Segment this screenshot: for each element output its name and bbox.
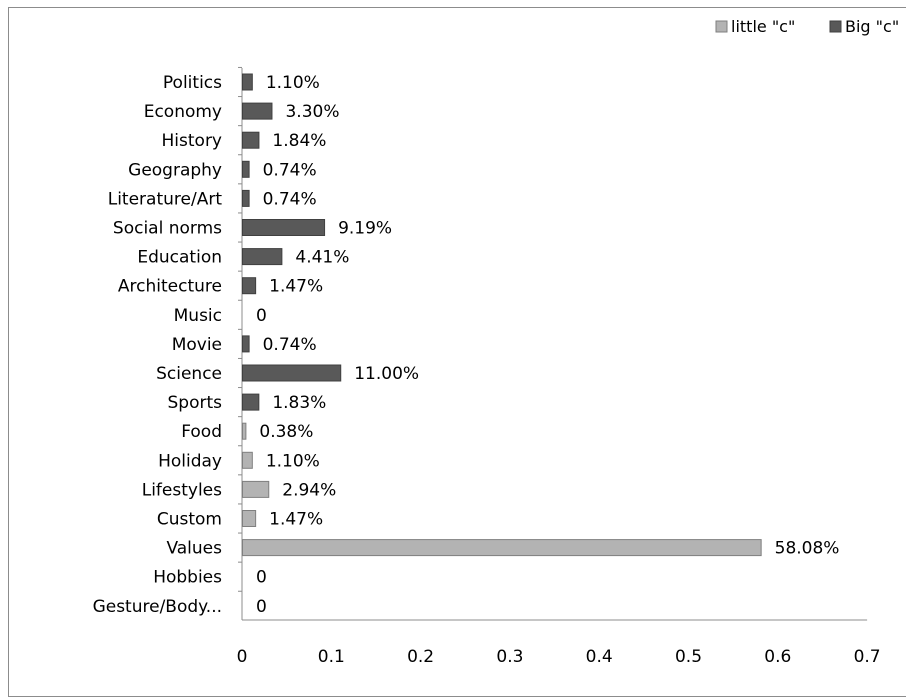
data-label-custom: 1.47% bbox=[269, 510, 323, 530]
data-label-education: 4.41% bbox=[295, 248, 349, 268]
bar-science bbox=[242, 364, 342, 382]
category-label-economy: Economy bbox=[144, 102, 222, 122]
category-label-hobbies: Hobbies bbox=[153, 568, 222, 588]
data-label-architecture: 1.47% bbox=[269, 277, 323, 297]
x-tick-label: 0.3 bbox=[496, 647, 523, 667]
axis-group: 0 0.1 0.2 0.3 0.4 0.5 0.6 0.7 bbox=[237, 66, 881, 667]
bar-values bbox=[242, 539, 762, 557]
bar-education bbox=[242, 248, 283, 266]
bar-lifestyles bbox=[242, 480, 270, 498]
category-label-science: Science bbox=[156, 364, 222, 384]
bar-movie bbox=[242, 335, 250, 353]
bar-food bbox=[242, 422, 247, 440]
data-label-history: 1.84% bbox=[272, 131, 326, 151]
bar-social-norms bbox=[242, 219, 326, 236]
bar-sports bbox=[242, 393, 260, 411]
x-tick-label: 0 bbox=[237, 647, 248, 667]
x-tick-label: 0.6 bbox=[764, 647, 791, 667]
data-label-values: 58.08% bbox=[775, 539, 840, 559]
data-label-lifestyles: 2.94% bbox=[282, 480, 336, 500]
data-label-music: 0 bbox=[256, 306, 267, 326]
category-label-social-norms: Social norms bbox=[113, 219, 222, 239]
x-tick-label: 0.5 bbox=[675, 647, 702, 667]
category-label-gesture-body: Gesture/Body... bbox=[93, 597, 222, 617]
bars-group bbox=[242, 73, 762, 557]
bar-literature-art bbox=[242, 189, 250, 207]
bar-geography bbox=[242, 160, 250, 178]
x-tick-label: 0.7 bbox=[854, 647, 881, 667]
data-label-geography: 0.74% bbox=[263, 160, 317, 180]
x-tick-label: 0.1 bbox=[318, 647, 345, 667]
data-label-sports: 1.83% bbox=[272, 393, 326, 413]
category-label-movie: Movie bbox=[172, 335, 222, 355]
data-label-holiday: 1.10% bbox=[266, 451, 320, 471]
bar-history bbox=[242, 131, 260, 149]
data-label-science: 11.00% bbox=[354, 364, 419, 384]
data-label-gesture-body: 0 bbox=[256, 597, 267, 617]
legend-swatch-big-c bbox=[829, 20, 842, 33]
data-label-social-norms: 9.19% bbox=[338, 219, 392, 239]
data-label-movie: 0.74% bbox=[263, 335, 317, 355]
data-label-economy: 3.30% bbox=[285, 102, 339, 122]
x-tick-label: 0.2 bbox=[407, 647, 434, 667]
category-label-lifestyles: Lifestyles bbox=[142, 480, 222, 500]
legend-swatch-little-c bbox=[715, 20, 728, 33]
bar-politics bbox=[242, 73, 253, 91]
data-label-food: 0.38% bbox=[259, 422, 313, 442]
legend-label-big-c: Big "c" bbox=[845, 17, 899, 36]
bar-custom bbox=[242, 510, 257, 527]
category-label-education: Education bbox=[137, 248, 222, 268]
category-label-architecture: Architecture bbox=[118, 277, 222, 297]
legend: little "c" Big "c" bbox=[715, 17, 899, 36]
category-label-food: Food bbox=[181, 422, 222, 442]
chart-frame bbox=[8, 7, 906, 697]
labels-group: Politics 1.10% Economy 3.30% History 1.84% Geo… bbox=[93, 73, 840, 617]
data-label-hobbies: 0 bbox=[256, 568, 267, 588]
bar-architecture bbox=[242, 277, 257, 295]
data-label-literature-art: 0.74% bbox=[263, 189, 317, 209]
category-label-values: Values bbox=[166, 539, 222, 559]
category-label-history: History bbox=[162, 131, 222, 151]
legend-label-little-c: little "c" bbox=[731, 17, 795, 36]
bar-holiday bbox=[242, 451, 253, 469]
category-label-music: Music bbox=[174, 306, 222, 326]
category-label-custom: Custom bbox=[157, 510, 222, 530]
category-label-holiday: Holiday bbox=[158, 451, 222, 471]
x-tick-label: 0.4 bbox=[586, 647, 613, 667]
category-label-politics: Politics bbox=[163, 73, 222, 93]
data-label-politics: 1.10% bbox=[266, 73, 320, 93]
category-label-geography: Geography bbox=[128, 160, 222, 180]
category-label-literature-art: Literature/Art bbox=[108, 189, 223, 209]
bar-economy bbox=[242, 102, 273, 120]
category-label-sports: Sports bbox=[168, 393, 223, 413]
